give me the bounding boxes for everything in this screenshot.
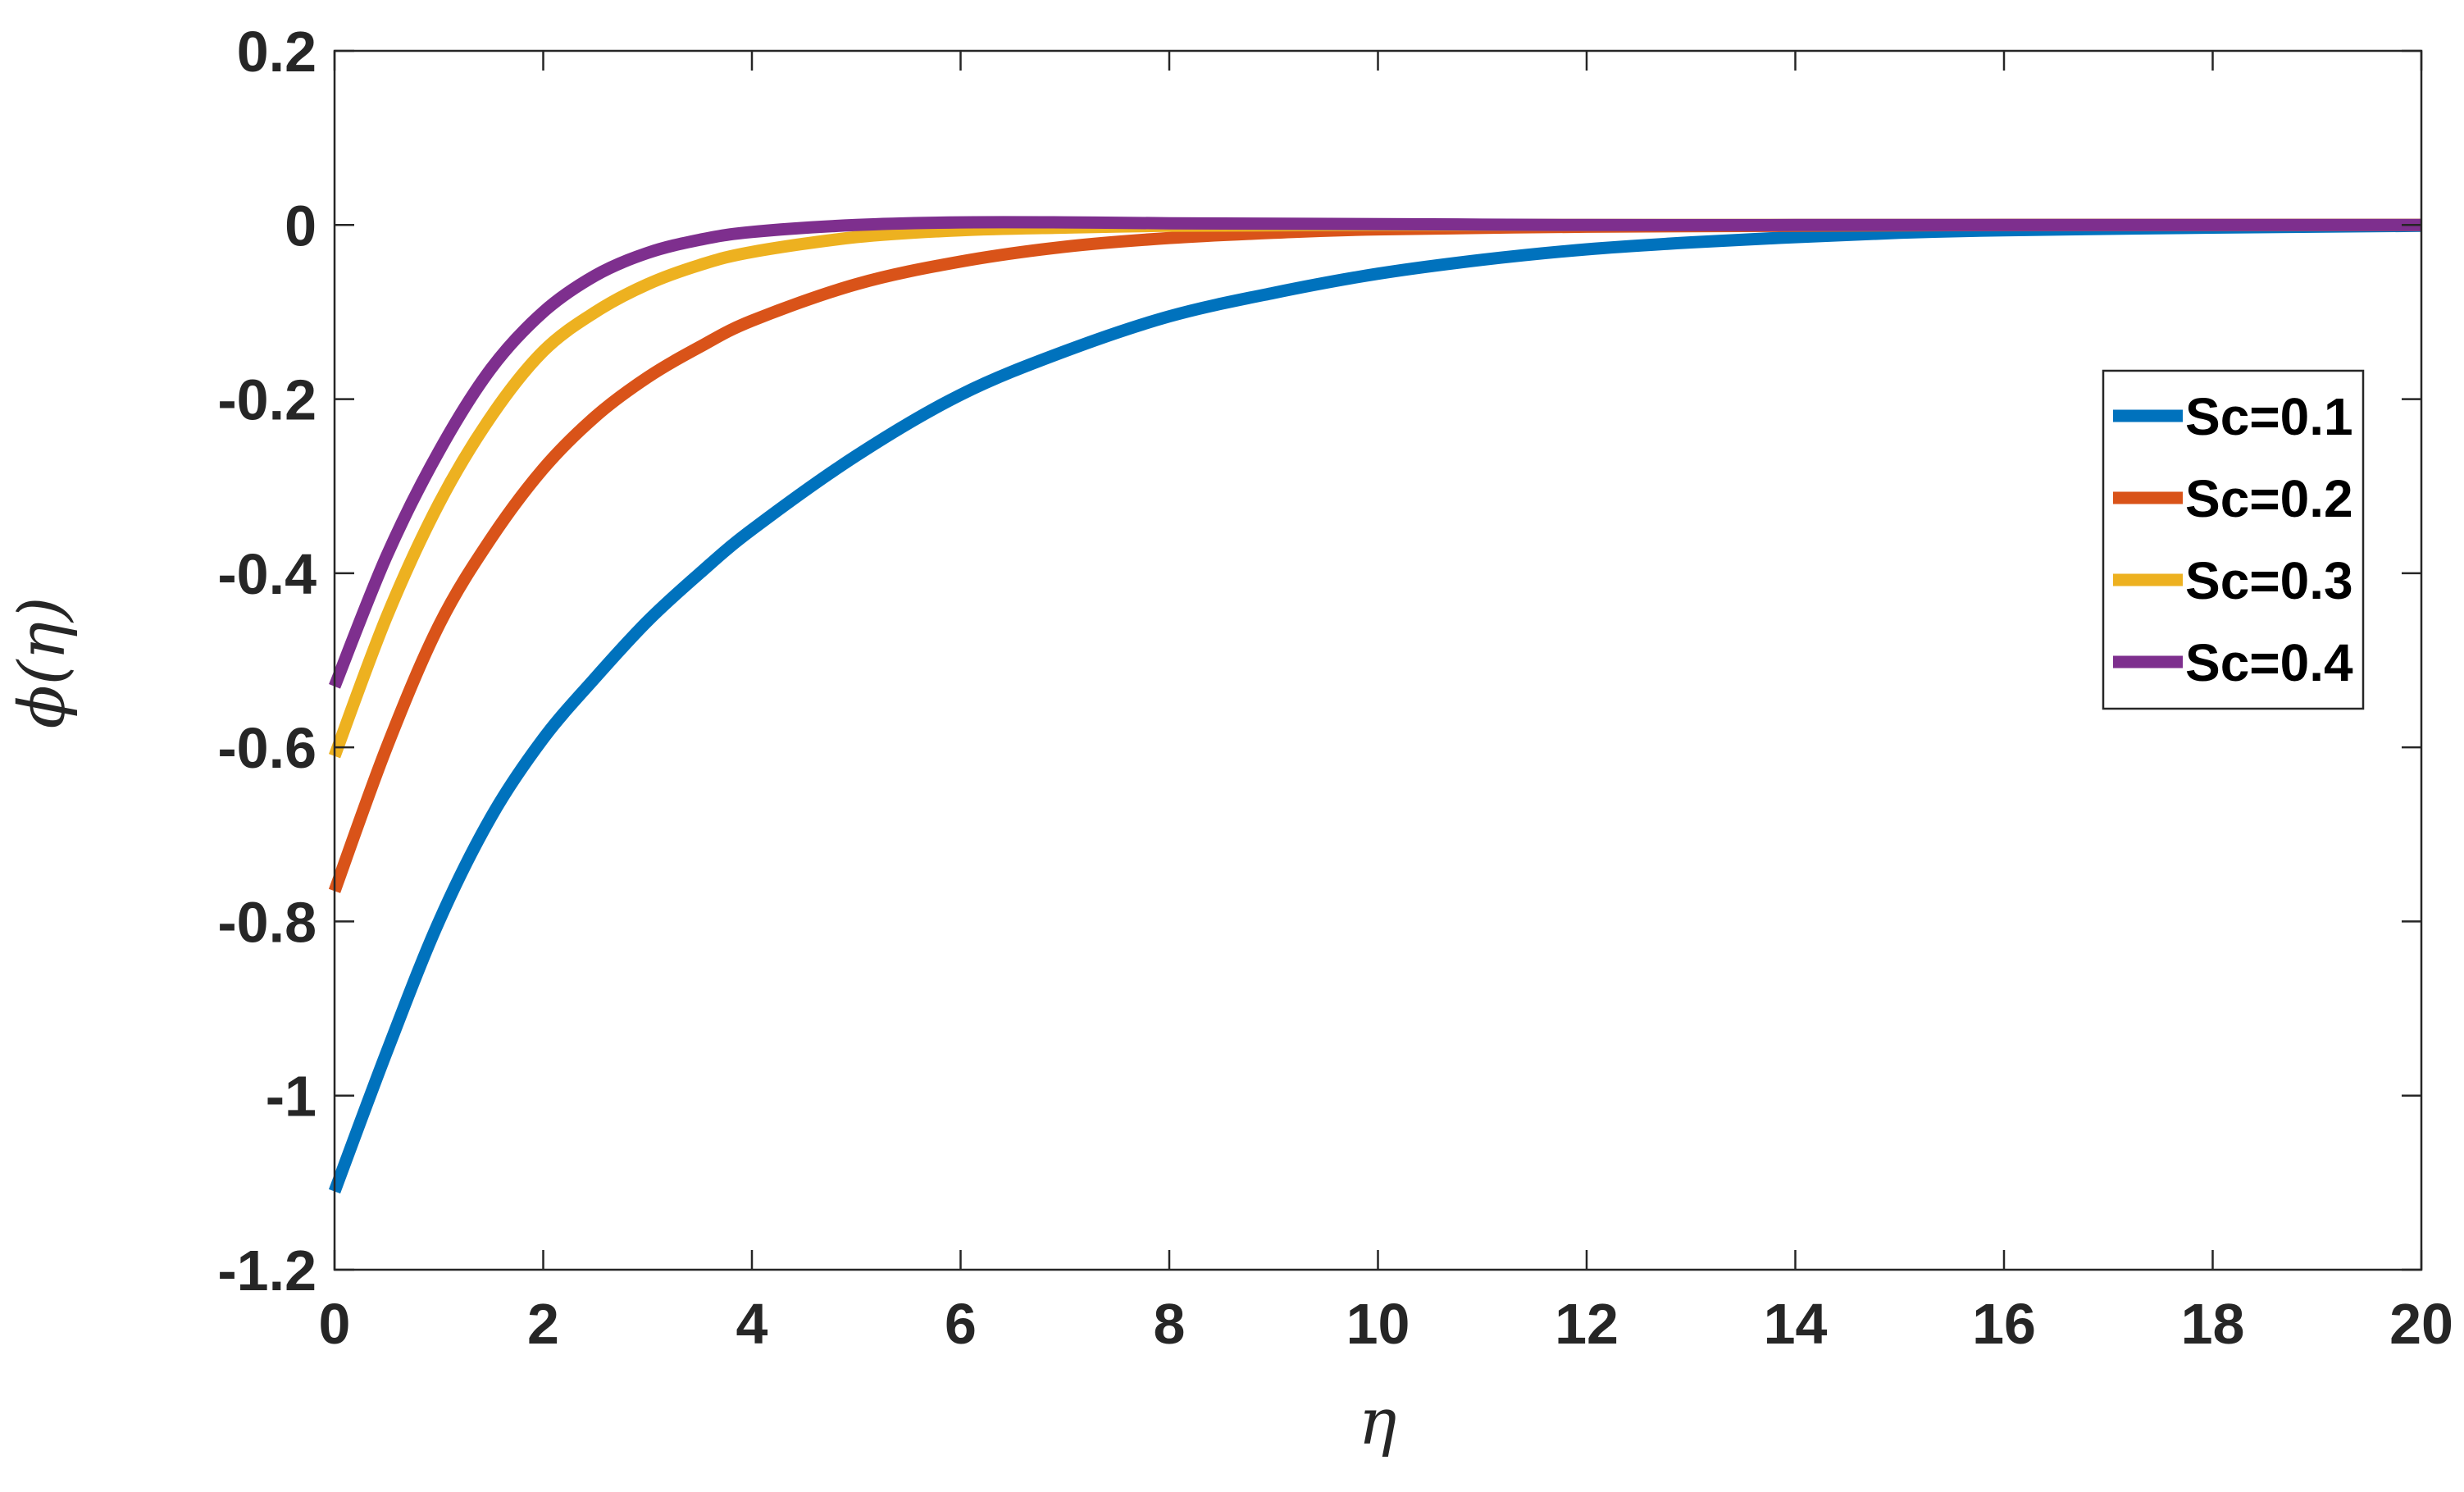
x-tick-label: 16 bbox=[1972, 1292, 2036, 1356]
series-line-4 bbox=[329, 216, 2421, 689]
y-tick-label: -0.2 bbox=[217, 368, 317, 432]
legend: Sc=0.1 Sc=0.2 Sc=0.3 Sc=0.4 bbox=[2102, 369, 2365, 710]
x-tick-label: 18 bbox=[2181, 1292, 2245, 1356]
legend-label-2: Sc=0.2 bbox=[2185, 469, 2353, 528]
x-tick-label: 14 bbox=[1764, 1292, 1828, 1356]
x-tick-label: 8 bbox=[1154, 1292, 1186, 1356]
x-tick-label: 6 bbox=[945, 1292, 977, 1356]
x-tick-label: 0 bbox=[319, 1292, 351, 1356]
ticks-layer: 0 2 4 6 8 10 12 14 16 18 20 0.2 0 -0.2 -0.4 -0.6 -0.8 -1 -… bbox=[217, 20, 2453, 1356]
series-line-1 bbox=[328, 219, 2422, 1194]
series-layer bbox=[328, 216, 2422, 1194]
x-axis-label: η bbox=[1359, 1385, 1397, 1459]
x-tick-label: 2 bbox=[527, 1292, 559, 1356]
legend-label-1: Sc=0.1 bbox=[2185, 387, 2353, 446]
y-tick-label: -0.6 bbox=[217, 716, 317, 780]
x-tick-label: 20 bbox=[2389, 1292, 2453, 1356]
legend-label-3: Sc=0.3 bbox=[2185, 551, 2353, 610]
legend-box bbox=[2102, 369, 2365, 710]
y-tick-label: -0.4 bbox=[217, 542, 317, 606]
x-tick-label: 10 bbox=[1346, 1292, 1410, 1356]
y-tick-label: -1.2 bbox=[217, 1239, 317, 1303]
legend-label-4: Sc=0.4 bbox=[2185, 633, 2353, 692]
y-tick-label: 0 bbox=[285, 194, 317, 258]
plot-area bbox=[335, 51, 2421, 1270]
y-axis-label: ϕ(η) bbox=[6, 597, 80, 729]
y-tick-label: -0.8 bbox=[217, 890, 317, 954]
x-tick-label: 4 bbox=[736, 1292, 768, 1356]
y-tick-label: -1 bbox=[266, 1065, 317, 1129]
x-tick-label: 12 bbox=[1555, 1292, 1619, 1356]
y-tick-label: 0.2 bbox=[237, 20, 317, 84]
